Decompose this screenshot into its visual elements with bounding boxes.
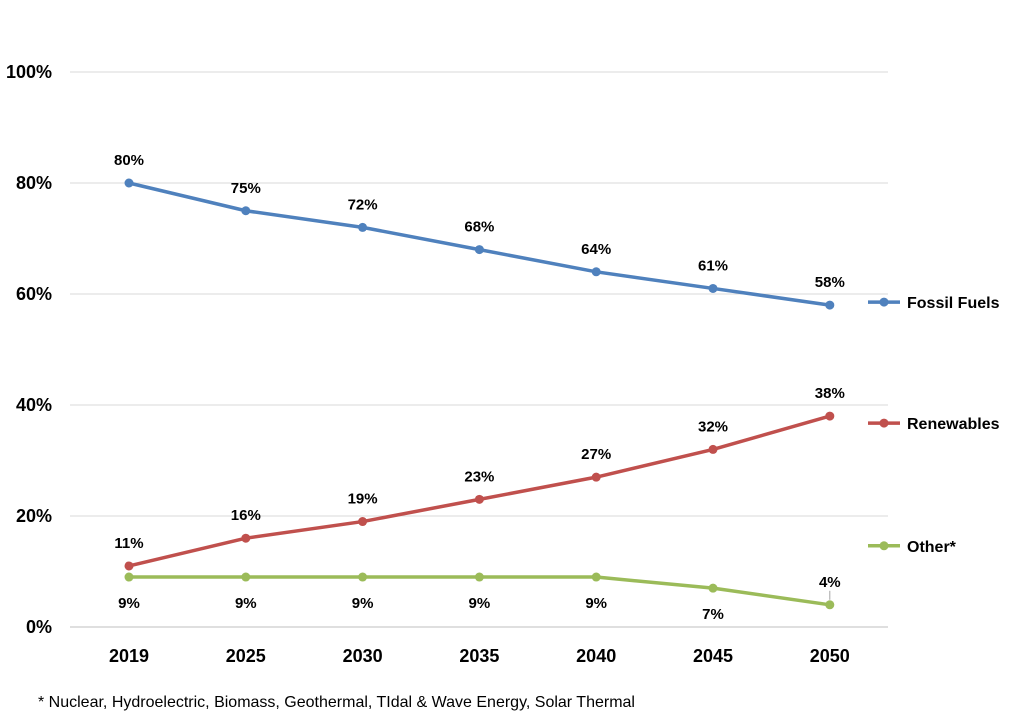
data-point-other — [825, 600, 835, 610]
series-lines — [124, 178, 835, 610]
data-label-other: 4% — [819, 574, 841, 591]
legend-swatch-marker — [879, 297, 889, 307]
data-label-fossil-fuels: 61% — [698, 257, 728, 274]
data-point-fossil-fuels — [825, 300, 835, 310]
data-point-fossil-fuels — [474, 245, 484, 255]
data-point-fossil-fuels — [358, 222, 368, 232]
data-label-fossil-fuels: 80% — [114, 152, 144, 169]
legend-label: Fossil Fuels — [907, 295, 1000, 312]
data-label-other: 9% — [585, 595, 607, 612]
data-label-other: 7% — [702, 606, 724, 623]
legend: Fossil Fuels Renewables Other* — [868, 295, 1000, 556]
y-tick-label: 100% — [6, 62, 52, 82]
data-label-other: 9% — [352, 595, 374, 612]
data-point-renewables — [358, 517, 368, 527]
x-tick-label: 2025 — [226, 646, 266, 666]
data-label-renewables: 11% — [114, 535, 143, 552]
gridlines — [70, 71, 888, 628]
data-point-other — [358, 572, 368, 582]
footnote: * Nuclear, Hydroelectric, Biomass, Geoth… — [38, 694, 635, 711]
data-label-other: 9% — [469, 595, 491, 612]
axes: 0% 20% 40% 60% 80% 100% 2019 2025 2030 2035 2040 20… — [6, 62, 850, 666]
data-point-renewables — [474, 494, 484, 504]
x-tick-label: 2050 — [810, 646, 850, 666]
legend-swatch-marker — [879, 541, 889, 551]
y-tick-label: 20% — [16, 506, 52, 526]
data-label-renewables: 19% — [348, 491, 378, 508]
legend-item-other: Other* — [868, 539, 957, 556]
data-label-fossil-fuels: 64% — [581, 241, 611, 258]
x-tick-label: 2030 — [343, 646, 383, 666]
x-tick-label: 2045 — [693, 646, 733, 666]
data-point-renewables — [241, 533, 251, 543]
data-label-fossil-fuels: 75% — [231, 180, 261, 197]
y-tick-label: 0% — [26, 617, 52, 637]
data-label-fossil-fuels: 58% — [815, 274, 845, 291]
data-label-renewables: 32% — [698, 418, 728, 435]
data-point-fossil-fuels — [124, 178, 134, 188]
data-label-renewables: 27% — [581, 446, 611, 463]
x-tick-label: 2019 — [109, 646, 149, 666]
series-line-renewables — [127, 414, 832, 568]
series-line-fossil-fuels — [127, 181, 832, 307]
data-point-renewables — [708, 444, 718, 454]
data-label-other: 9% — [235, 595, 257, 612]
data-label-renewables: 16% — [231, 507, 261, 524]
data-point-other — [124, 572, 134, 582]
data-point-fossil-fuels — [591, 267, 601, 277]
x-tick-label: 2035 — [459, 646, 499, 666]
data-labels: 80% 75% 72% 68% 64% 61% 58% 11% 16% 19% 23% 27% 32% 3… — [114, 152, 845, 623]
y-tick-label: 40% — [16, 395, 52, 415]
data-label-fossil-fuels: 68% — [464, 219, 494, 236]
legend-label: Other* — [907, 539, 957, 556]
data-point-other — [591, 572, 601, 582]
legend-item-fossil-fuels: Fossil Fuels — [868, 295, 1000, 312]
y-tick-label: 80% — [16, 173, 52, 193]
legend-swatch-marker — [879, 418, 889, 428]
legend-item-renewables: Renewables — [868, 416, 1000, 433]
legend-label: Renewables — [907, 416, 1000, 433]
x-tick-label: 2040 — [576, 646, 616, 666]
data-label-fossil-fuels: 72% — [348, 196, 378, 213]
data-point-other — [474, 572, 484, 582]
data-point-renewables — [124, 561, 134, 571]
data-point-renewables — [825, 411, 835, 421]
data-point-other — [708, 583, 718, 593]
data-label-other: 9% — [118, 595, 140, 612]
data-label-renewables: 23% — [464, 468, 494, 485]
data-point-renewables — [591, 472, 601, 482]
data-point-other — [241, 572, 251, 582]
y-tick-label: 60% — [16, 284, 52, 304]
data-point-fossil-fuels — [241, 206, 251, 216]
data-point-fossil-fuels — [708, 283, 718, 293]
data-label-renewables: 38% — [815, 385, 845, 402]
